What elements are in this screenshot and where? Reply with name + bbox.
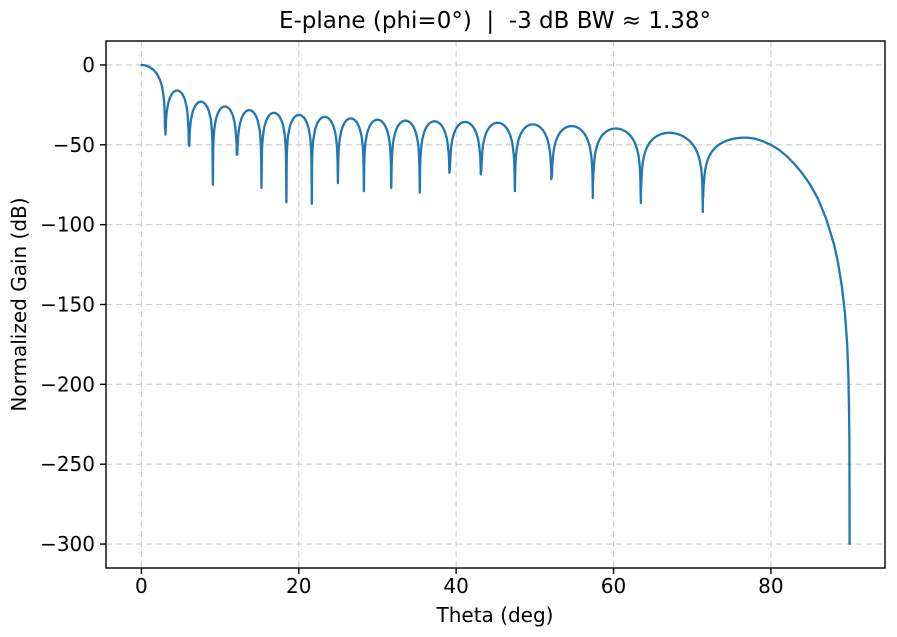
y-tick-label: −150 bbox=[40, 293, 95, 317]
y-tick-labels: 0 −50 −100 −150 −200 −250 −300 bbox=[40, 53, 95, 556]
x-axis-label: Theta (deg) bbox=[436, 603, 554, 627]
gain-curve bbox=[140, 63, 851, 546]
y-axis-label: Normalized Gain (dB) bbox=[7, 197, 31, 411]
x-tick-label: 0 bbox=[135, 574, 148, 598]
chart-title: E-plane (phi=0°) | -3 dB BW ≈ 1.38° bbox=[279, 8, 711, 34]
y-tick-label: 0 bbox=[82, 53, 95, 77]
x-tick-label: 20 bbox=[286, 574, 311, 598]
y-tick-label: −100 bbox=[40, 213, 95, 237]
x-tick-labels: 0 20 40 60 80 bbox=[135, 574, 784, 598]
y-tick-label: −200 bbox=[40, 372, 95, 396]
y-tick-label: −250 bbox=[40, 452, 95, 476]
grid-lines bbox=[106, 41, 885, 568]
x-tick-label: 60 bbox=[601, 574, 626, 598]
y-tick-label: −50 bbox=[53, 133, 95, 157]
x-tick-label: 40 bbox=[443, 574, 468, 598]
x-tick-label: 80 bbox=[758, 574, 783, 598]
y-tick-label: −300 bbox=[40, 532, 95, 556]
axis-tick-marks bbox=[100, 64, 772, 574]
